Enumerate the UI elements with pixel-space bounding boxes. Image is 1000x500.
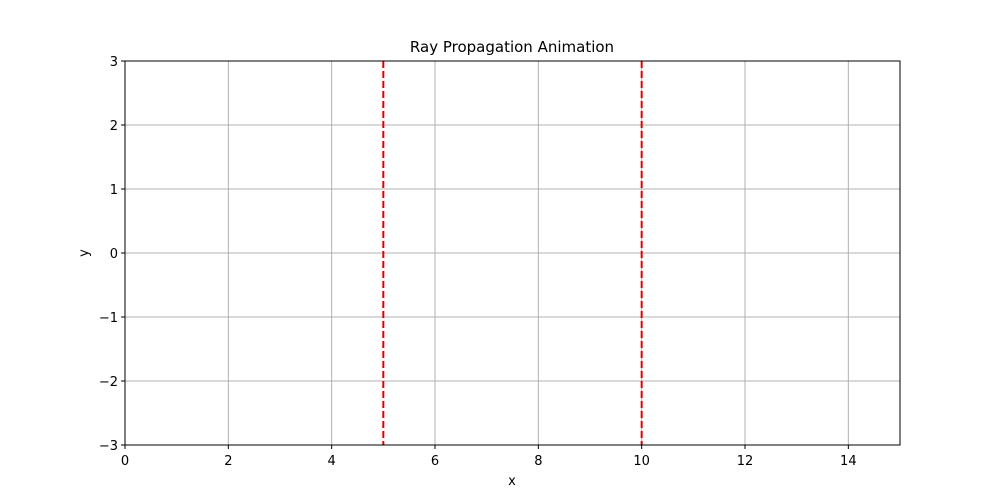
y-axis-label: y bbox=[77, 249, 92, 257]
x-tick-label: 10 bbox=[633, 454, 650, 469]
y-tick-label: −1 bbox=[99, 311, 118, 326]
y-tick-label: 3 bbox=[110, 55, 118, 70]
x-tick-label: 8 bbox=[534, 454, 542, 469]
chart-title: Ray Propagation Animation bbox=[410, 38, 614, 56]
x-tick-label: 14 bbox=[840, 454, 857, 469]
y-tick-label: 1 bbox=[110, 183, 118, 198]
y-tick-label: 0 bbox=[110, 247, 118, 262]
x-axis-ticks: 0 2 4 6 8 10 12 14 bbox=[121, 445, 857, 469]
y-tick-label: −3 bbox=[99, 439, 118, 454]
x-tick-label: 2 bbox=[224, 454, 232, 469]
y-tick-label: −2 bbox=[99, 375, 118, 390]
x-tick-label: 12 bbox=[737, 454, 754, 469]
x-tick-label: 6 bbox=[431, 454, 439, 469]
x-tick-label: 4 bbox=[328, 454, 336, 469]
vertical-lines bbox=[382, 61, 643, 445]
y-axis-ticks: −3 −2 −1 0 1 2 3 bbox=[99, 55, 125, 454]
y-tick-label: 2 bbox=[110, 119, 118, 134]
x-axis-label: x bbox=[508, 474, 516, 489]
x-tick-label: 0 bbox=[121, 454, 129, 469]
